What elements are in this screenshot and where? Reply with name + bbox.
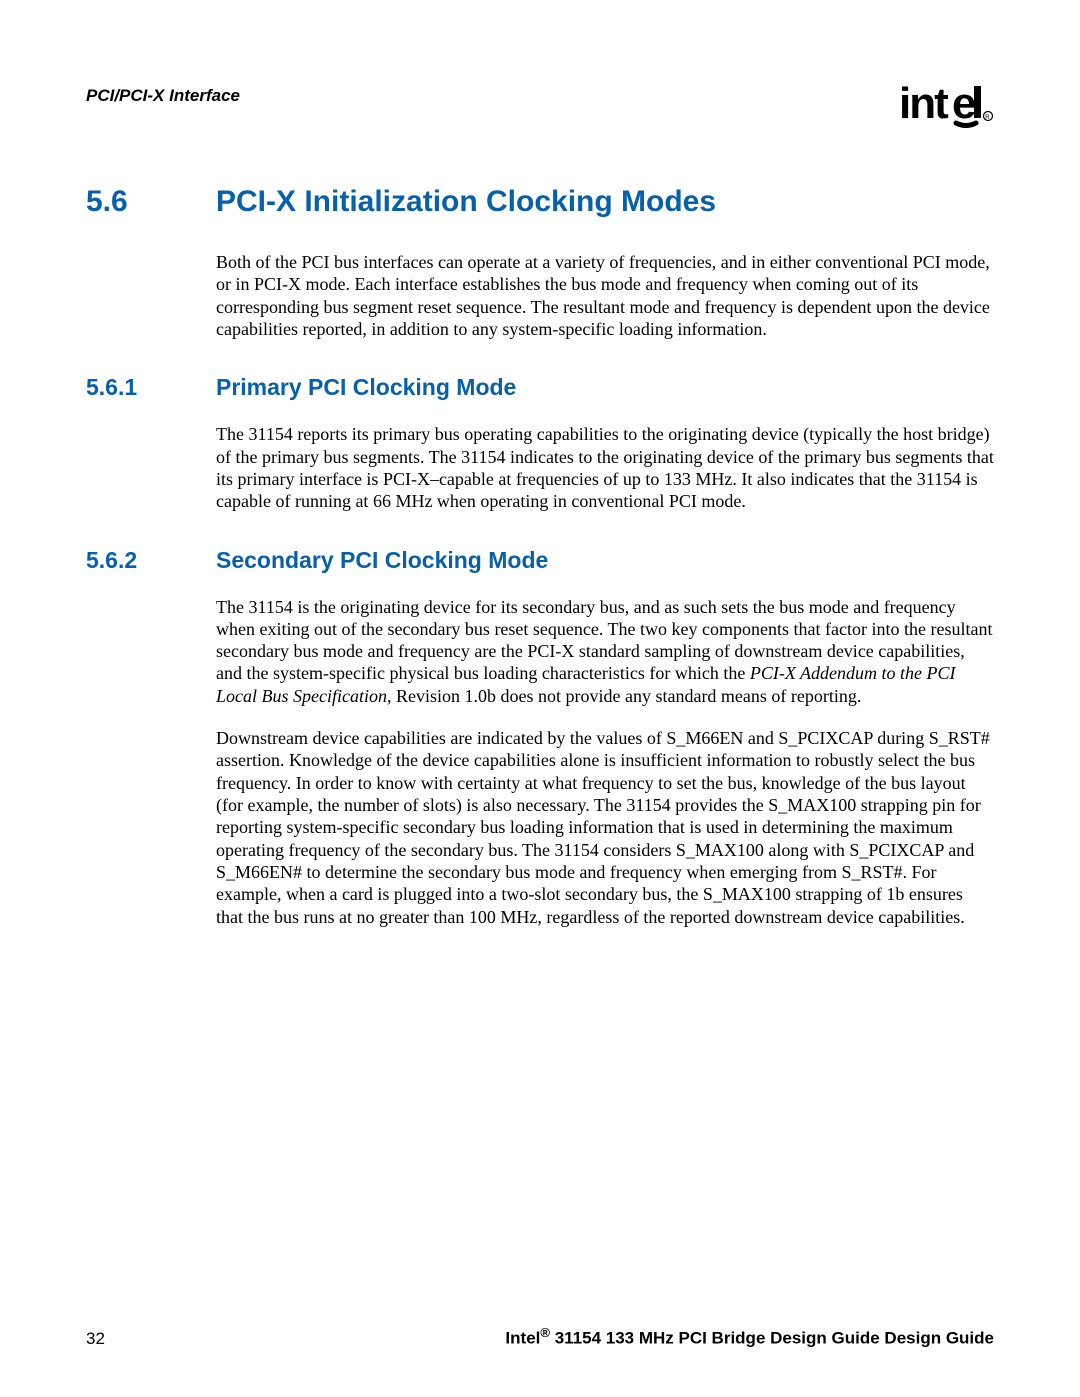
heading-2-primary: 5.6.1 Primary PCI Clocking Mode	[86, 374, 994, 401]
heading-2-number: 5.6.2	[86, 547, 216, 574]
document-page: PCI/PCI-X Interface int e R 5.6 PCI-X In…	[0, 0, 1080, 1397]
heading-2-secondary: 5.6.2 Secondary PCI Clocking Mode	[86, 547, 994, 574]
heading-2-number: 5.6.1	[86, 374, 216, 401]
svg-text:R: R	[985, 115, 990, 121]
intel-logo: int e R	[899, 80, 994, 133]
section-label: PCI/PCI-X Interface	[86, 80, 240, 106]
section-intro: Both of the PCI bus interfaces can opera…	[216, 251, 994, 340]
heading-2-title: Secondary PCI Clocking Mode	[216, 547, 548, 574]
heading-2-title: Primary PCI Clocking Mode	[216, 374, 516, 401]
paragraph: The 31154 reports its primary bus operat…	[216, 423, 994, 512]
footer-title-rest: 31154 133 MHz PCI Bridge Design Guide De…	[550, 1329, 994, 1348]
paragraph: The 31154 is the originating device for …	[216, 596, 994, 708]
page-number: 32	[86, 1329, 105, 1349]
page-header: PCI/PCI-X Interface int e R	[86, 80, 994, 133]
text-run: , Revision 1.0b does not provide any sta…	[387, 686, 861, 706]
registered-icon: ®	[540, 1325, 550, 1340]
subsection-2-body: The 31154 is the originating device for …	[216, 596, 994, 928]
heading-1: 5.6 PCI-X Initialization Clocking Modes	[86, 185, 994, 219]
heading-1-number: 5.6	[86, 185, 216, 219]
paragraph: Downstream device capabilities are indic…	[216, 727, 994, 928]
footer-doc-title: Intel® 31154 133 MHz PCI Bridge Design G…	[505, 1325, 994, 1349]
subsection-1-body: The 31154 reports its primary bus operat…	[216, 423, 994, 512]
footer-brand: Intel	[505, 1329, 540, 1348]
heading-1-title: PCI-X Initialization Clocking Modes	[216, 185, 716, 219]
paragraph: Both of the PCI bus interfaces can opera…	[216, 251, 994, 340]
page-footer: 32 Intel® 31154 133 MHz PCI Bridge Desig…	[86, 1325, 994, 1349]
svg-text:int: int	[899, 80, 949, 128]
